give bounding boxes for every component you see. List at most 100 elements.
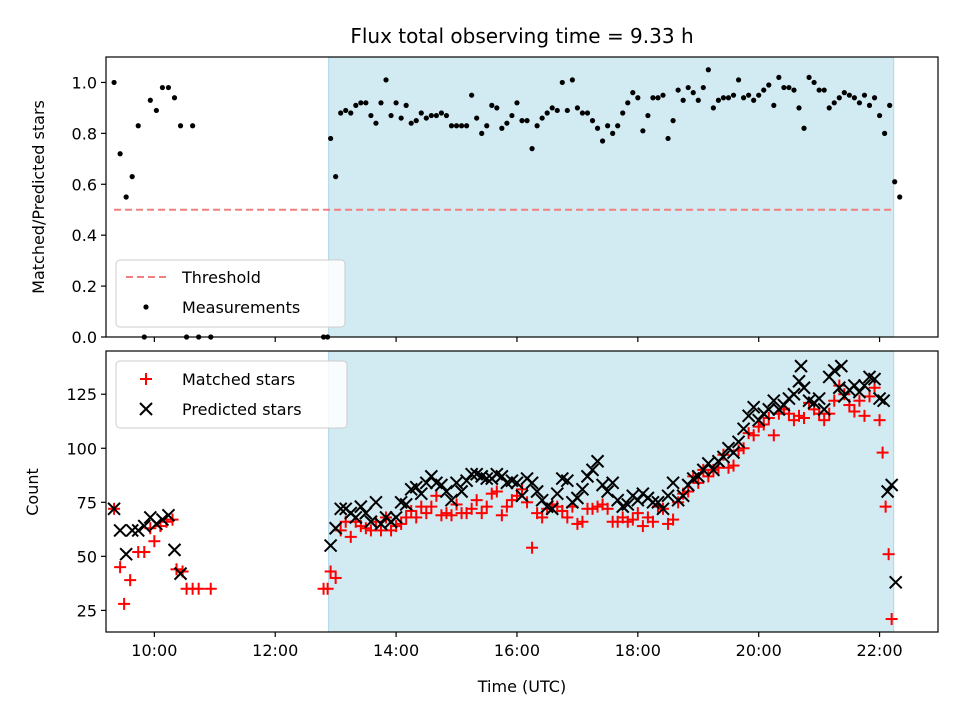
measurement-point xyxy=(343,107,349,114)
top-observing-window xyxy=(328,56,895,338)
predicted-point-b xyxy=(822,370,836,384)
bottom-axes-frame xyxy=(105,350,939,633)
matched-point xyxy=(767,429,780,442)
measurement-point xyxy=(866,102,873,108)
predicted-point-b xyxy=(666,476,680,490)
measurement-point xyxy=(897,194,903,200)
matched-point xyxy=(465,502,478,515)
top-y-tick-label: 0.6 xyxy=(72,175,97,194)
predicted-point xyxy=(888,575,903,589)
predicted-point xyxy=(414,486,428,501)
predicted-point xyxy=(354,499,368,514)
bottom-ticks: 25 50 75 100 125 10:00 12:00 14:00 16:00 18:00 20:… xyxy=(66,385,902,660)
predicted-point-b xyxy=(857,378,872,393)
legend-predicted-label: Predicted stars xyxy=(182,400,302,419)
predicted-point-b xyxy=(888,575,903,589)
predicted-point xyxy=(409,480,423,494)
measurement-point xyxy=(680,97,686,103)
predicted-point-b xyxy=(414,486,428,501)
measurement-point xyxy=(584,110,591,116)
predicted-point xyxy=(812,391,826,406)
measurement-point xyxy=(147,97,153,103)
predicted-point-b xyxy=(399,497,413,512)
matched-point xyxy=(204,582,217,595)
top-y-tick-label: 1.0 xyxy=(72,73,97,92)
predicted-point xyxy=(691,469,705,484)
predicted-point xyxy=(666,476,680,490)
matched-point xyxy=(631,507,644,520)
predicted-point-b xyxy=(155,512,170,527)
predicted-point-b xyxy=(510,476,524,490)
measurement-point xyxy=(499,125,505,131)
predicted-point-b xyxy=(349,510,363,525)
predicted-point xyxy=(726,445,741,460)
matched-point xyxy=(636,520,649,533)
measurement-point xyxy=(645,112,651,119)
matched-point xyxy=(485,487,498,500)
predicted-point-b xyxy=(555,471,569,486)
predicted-point xyxy=(852,385,867,399)
predicted-point-b xyxy=(751,413,766,427)
chart-title: Flux total observing time = 9.33 h xyxy=(350,24,693,48)
measurement-point xyxy=(751,97,757,103)
measurement-point xyxy=(786,84,792,91)
x-axis-label: Time (UTC) xyxy=(477,677,566,696)
bottom-x-tick-label: 20:00 xyxy=(736,641,782,660)
predicted-point-b xyxy=(762,402,776,417)
measurement-point xyxy=(630,90,636,96)
predicted-point-b xyxy=(359,506,373,520)
matched-point xyxy=(561,511,574,524)
predicted-point xyxy=(646,495,660,510)
matched-point xyxy=(395,517,408,530)
legend-matched-label: Matched stars xyxy=(182,370,295,389)
measurement-point xyxy=(111,79,117,86)
matched-point xyxy=(576,515,589,528)
measurement-point xyxy=(705,67,711,73)
bottom-x-tick-label: 22:00 xyxy=(857,641,903,660)
measurement-point xyxy=(599,138,606,144)
predicted-point xyxy=(374,517,388,531)
measurement-point xyxy=(418,110,424,116)
measurement-point xyxy=(129,174,135,180)
matched-point xyxy=(359,522,372,535)
matched-point xyxy=(879,500,892,513)
predicted-point xyxy=(439,484,454,499)
bottom-plot-marks xyxy=(107,359,903,626)
predicted-point xyxy=(424,469,439,484)
predicted-point-b xyxy=(726,445,741,460)
predicted-point-b xyxy=(590,454,605,468)
predicted-point-b xyxy=(595,478,610,492)
legend-threshold-label: Threshold xyxy=(181,268,261,287)
predicted-point xyxy=(575,482,590,497)
measurement-point xyxy=(438,110,445,116)
predicted-point-b xyxy=(530,484,544,499)
predicted-point xyxy=(113,523,127,538)
predicted-point-b xyxy=(832,381,846,395)
predicted-point xyxy=(454,484,469,499)
predicted-point-b xyxy=(540,499,554,514)
measurement-point xyxy=(675,87,681,93)
predicted-point-b xyxy=(515,489,529,503)
legend-matched-swatch xyxy=(140,373,152,385)
measurement-point xyxy=(398,115,404,121)
measurement-point xyxy=(735,77,742,83)
matched-point xyxy=(873,414,886,427)
predicted-point-b xyxy=(143,510,158,525)
measurement-point xyxy=(781,84,787,91)
predicted-point-b xyxy=(787,387,801,401)
bottom-legend-box xyxy=(115,360,348,429)
predicted-point xyxy=(333,502,348,516)
measurement-point xyxy=(665,135,671,142)
matched-point xyxy=(526,541,539,554)
measurement-point xyxy=(589,118,596,124)
predicted-point-b xyxy=(535,493,549,507)
predicted-point xyxy=(731,435,746,449)
measurement-point xyxy=(710,105,716,111)
measurement-point xyxy=(159,84,166,91)
predicted-point-b xyxy=(867,372,882,386)
predicted-point xyxy=(510,476,524,490)
predicted-point-b xyxy=(876,394,891,408)
bottom-y-tick-label: 75 xyxy=(77,493,97,512)
predicted-point-b xyxy=(454,484,469,499)
measurement-point xyxy=(655,95,661,101)
